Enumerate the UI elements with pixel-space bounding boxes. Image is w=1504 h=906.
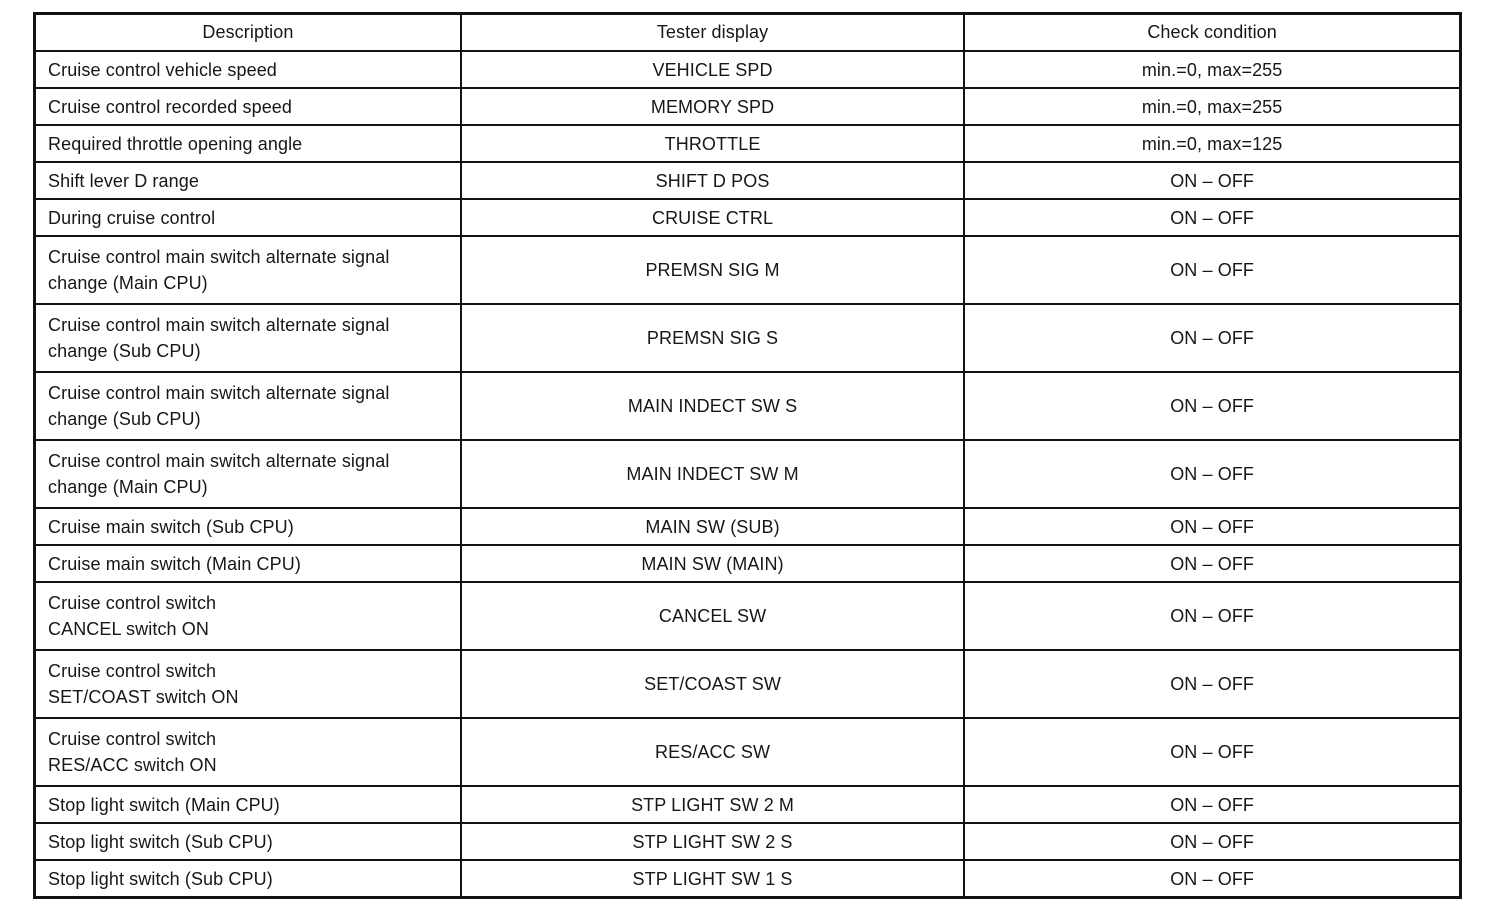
description-cell: Cruise control switch RES/ACC switch ON [33,717,462,787]
check-condition-cell: ON – OFF [963,439,1462,509]
description-cell: Shift lever D range [33,161,462,200]
table-row: Cruise control switch SET/COAST switch O… [33,649,1462,719]
description-cell: Cruise control main switch alternate sig… [33,303,462,373]
header-cell-description: Description [33,12,462,52]
tester-display-cell: RES/ACC SW [459,717,966,787]
table-body: Cruise control vehicle speed VEHICLE SPD… [33,50,1462,899]
check-condition-cell: ON – OFF [963,371,1462,441]
check-condition-cell: ON – OFF [963,303,1462,373]
description-cell: During cruise control [33,198,462,237]
table-row: Cruise control main switch alternate sig… [33,303,1462,373]
table-row: Cruise main switch (Sub CPU) MAIN SW (SU… [33,507,1462,546]
header-row: Description Tester display Check conditi… [33,12,1462,52]
check-condition-cell: ON – OFF [963,785,1462,824]
table-row: Cruise control main switch alternate sig… [33,371,1462,441]
check-condition-cell: ON – OFF [963,859,1462,899]
header-cell-tester-display: Tester display [459,12,966,52]
tester-display-cell: PREMSN SIG S [459,303,966,373]
tester-display-cell: VEHICLE SPD [459,50,966,89]
table-row: Cruise control vehicle speed VEHICLE SPD… [33,50,1462,89]
description-cell: Cruise control switch CANCEL switch ON [33,581,462,651]
check-condition-cell: ON – OFF [963,235,1462,305]
table-row: Cruise control switch CANCEL switch ON C… [33,581,1462,651]
tester-display-cell: MEMORY SPD [459,87,966,126]
tester-display-cell: THROTTLE [459,124,966,163]
tester-display-cell: STP LIGHT SW 2 S [459,822,966,861]
tester-display-cell: MAIN SW (SUB) [459,507,966,546]
description-cell: Cruise control recorded speed [33,87,462,126]
description-cell: Cruise main switch (Main CPU) [33,544,462,583]
table-row: Cruise control recorded speed MEMORY SPD… [33,87,1462,126]
table-row: Cruise main switch (Main CPU) MAIN SW (M… [33,544,1462,583]
description-cell: Cruise control main switch alternate sig… [33,439,462,509]
table-row: Cruise control main switch alternate sig… [33,235,1462,305]
check-condition-cell: ON – OFF [963,161,1462,200]
description-cell: Stop light switch (Main CPU) [33,785,462,824]
check-condition-cell: ON – OFF [963,649,1462,719]
tester-display-cell: SHIFT D POS [459,161,966,200]
tester-display-cell: SET/COAST SW [459,649,966,719]
description-cell: Cruise main switch (Sub CPU) [33,507,462,546]
description-cell: Cruise control main switch alternate sig… [33,235,462,305]
description-cell: Cruise control switch SET/COAST switch O… [33,649,462,719]
check-condition-cell: ON – OFF [963,198,1462,237]
header-cell-check-condition: Check condition [963,12,1462,52]
check-condition-cell: ON – OFF [963,544,1462,583]
check-condition-cell: ON – OFF [963,507,1462,546]
tester-display-cell: PREMSN SIG M [459,235,966,305]
table-row: During cruise control CRUISE CTRL ON – O… [33,198,1462,237]
tester-display-cell: CRUISE CTRL [459,198,966,237]
tester-display-cell: MAIN SW (MAIN) [459,544,966,583]
check-condition-cell: ON – OFF [963,581,1462,651]
table-row: Required throttle opening angle THROTTLE… [33,124,1462,163]
table-row: Cruise control main switch alternate sig… [33,439,1462,509]
table-row: Stop light switch (Main CPU) STP LIGHT S… [33,785,1462,824]
check-condition-cell: min.=0, max=255 [963,87,1462,126]
description-cell: Stop light switch (Sub CPU) [33,822,462,861]
table-row: Cruise control switch RES/ACC switch ON … [33,717,1462,787]
diagnostic-data-table: Description Tester display Check conditi… [33,12,1462,899]
description-cell: Required throttle opening angle [33,124,462,163]
table-row: Stop light switch (Sub CPU) STP LIGHT SW… [33,822,1462,861]
tester-display-cell: MAIN INDECT SW S [459,371,966,441]
check-condition-cell: min.=0, max=125 [963,124,1462,163]
check-condition-cell: min.=0, max=255 [963,50,1462,89]
table-row: Shift lever D range SHIFT D POS ON – OFF [33,161,1462,200]
description-cell: Stop light switch (Sub CPU) [33,859,462,899]
tester-display-cell: MAIN INDECT SW M [459,439,966,509]
table-row: Stop light switch (Sub CPU) STP LIGHT SW… [33,859,1462,899]
check-condition-cell: ON – OFF [963,822,1462,861]
description-cell: Cruise control main switch alternate sig… [33,371,462,441]
tester-display-cell: STP LIGHT SW 1 S [459,859,966,899]
tester-display-cell: STP LIGHT SW 2 M [459,785,966,824]
description-cell: Cruise control vehicle speed [33,50,462,89]
tester-display-cell: CANCEL SW [459,581,966,651]
check-condition-cell: ON – OFF [963,717,1462,787]
table-header: Description Tester display Check conditi… [33,12,1462,52]
